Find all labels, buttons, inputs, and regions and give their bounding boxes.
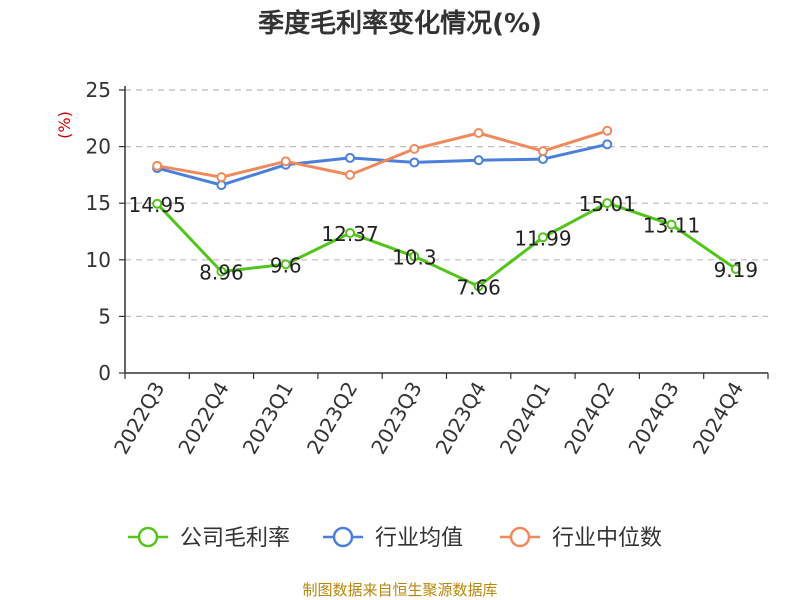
data-point	[409, 143, 420, 154]
y-tick-label: 15	[86, 191, 111, 215]
data-point	[666, 219, 677, 230]
data-label: 8.96	[199, 261, 244, 285]
data-point	[409, 251, 420, 262]
legend-swatch-marker	[137, 526, 159, 548]
data-point	[537, 232, 548, 243]
data-point	[152, 160, 163, 171]
data-label: 14.95	[129, 193, 186, 217]
data-point	[602, 139, 613, 150]
data-point	[280, 156, 291, 167]
data-label: 9.19	[714, 258, 759, 282]
data-point	[280, 259, 291, 270]
y-tick-label: 0	[98, 361, 111, 385]
data-point	[152, 198, 163, 209]
x-tick-label: 2024Q1	[495, 378, 555, 459]
x-tick-label: 2023Q2	[302, 378, 362, 459]
data-point	[602, 125, 613, 136]
data-label: 11.99	[514, 226, 571, 250]
x-tick-label: 2024Q3	[623, 378, 683, 459]
x-tick-label: 2022Q3	[109, 378, 169, 459]
series-line-2	[156, 129, 608, 179]
grid-layer	[125, 89, 768, 317]
x-tick-label: 2022Q4	[173, 378, 233, 459]
source-note: 制图数据来自恒生聚源数据库	[302, 581, 497, 599]
data-point	[216, 266, 227, 277]
data-label: 13.11	[643, 214, 700, 238]
y-tick-label: 10	[86, 248, 111, 272]
x-tick-label: 2023Q3	[366, 378, 426, 459]
data-point	[345, 152, 356, 163]
data-point	[345, 169, 356, 180]
legend-swatch-marker	[509, 526, 531, 548]
data-point	[216, 180, 227, 191]
legend-swatch-marker	[332, 526, 354, 548]
data-point	[473, 155, 484, 166]
data-label: 12.37	[321, 222, 378, 246]
data-point	[537, 146, 548, 157]
y-tick-label: 20	[86, 135, 111, 159]
y-axis-unit: (%)	[55, 111, 74, 139]
data-point	[730, 263, 741, 274]
data-label-layer: 14.95 8.96 9.6 12.37 10.3 7.66 11.99 15.01 13.11…	[129, 192, 759, 299]
series-layer	[152, 125, 741, 292]
data-label: 10.3	[392, 245, 437, 269]
series-line-1	[156, 142, 608, 187]
data-point	[409, 157, 420, 168]
legend-item-1[interactable]: 行业均值	[323, 526, 463, 551]
legend-label: 公司毛利率	[180, 526, 290, 551]
data-point	[216, 172, 227, 183]
legend-label: 行业均值	[375, 526, 463, 551]
data-point	[473, 128, 484, 139]
data-point	[537, 154, 548, 165]
data-label: 15.01	[579, 192, 636, 216]
x-tick-label: 2023Q4	[431, 378, 491, 459]
y-tick-label: 25	[86, 78, 111, 102]
x-tick-label: 2024Q4	[688, 378, 748, 459]
legend-item-2[interactable]: 行业中位数	[500, 526, 662, 551]
data-point	[473, 281, 484, 292]
series-line-0	[156, 201, 737, 288]
data-label: 9.6	[270, 253, 302, 277]
x-tick-label: 2024Q2	[559, 378, 619, 459]
legend-label: 行业中位数	[552, 526, 662, 551]
data-point	[602, 198, 613, 209]
legend: 公司毛利率 行业均值 行业中位数	[128, 526, 662, 551]
chart-title: 季度毛利率变化情况(%)	[258, 8, 542, 39]
data-point	[345, 227, 356, 238]
data-label: 7.66	[456, 275, 501, 299]
y-tick-label: 5	[98, 304, 111, 328]
legend-item-0[interactable]: 公司毛利率	[128, 526, 290, 551]
x-tick-label: 2023Q1	[238, 378, 298, 459]
